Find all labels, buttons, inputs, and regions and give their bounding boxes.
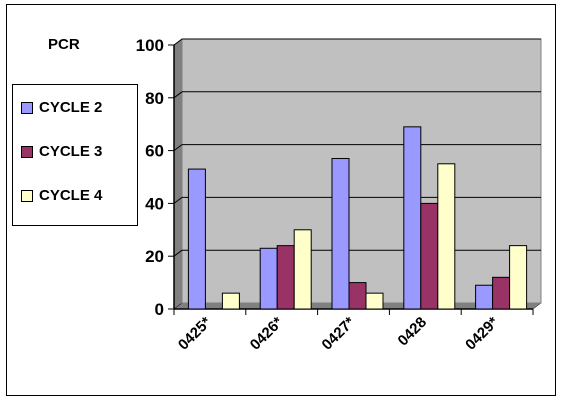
bar-cycle-2-0427 <box>331 158 350 310</box>
gridline-side-y-80 <box>173 91 183 99</box>
gridline-side-y-60 <box>173 144 183 152</box>
tick-label-x-0425: 0425* <box>175 314 215 354</box>
bar-cycle-2-0429 <box>475 284 494 310</box>
tick-label-y-40: 40 <box>145 194 164 213</box>
tick-label-y-100: 100 <box>136 36 164 55</box>
tick-label-x-0429: 0429* <box>462 314 502 354</box>
bar-cycle-3-0429 <box>492 276 511 310</box>
bar-cycle-2-0426 <box>259 247 278 310</box>
gridline-side-y-20 <box>173 249 183 257</box>
legend: CYCLE 2 CYCLE 3 CYCLE 4 <box>12 84 138 226</box>
gridline-side-y-100 <box>173 38 183 46</box>
tick-label-x-0427: 0427* <box>319 314 359 354</box>
legend-label-cycle-3: CYCLE 3 <box>39 143 103 160</box>
gridline-side-y-40 <box>173 196 183 204</box>
tick-label-y-80: 80 <box>145 89 164 108</box>
legend-label-cycle-2: CYCLE 2 <box>39 99 103 116</box>
bar-cycle-2-0428 <box>403 126 422 310</box>
chart-title: PCR <box>48 36 80 53</box>
tick-label-x-0428: 0428 <box>395 314 431 350</box>
tick-label-y-20: 20 <box>145 247 164 266</box>
bar-cycle-4-0427 <box>365 292 384 310</box>
tick-label-y-60: 60 <box>145 142 164 161</box>
plot-side-wall <box>173 38 183 310</box>
bar-cycle-2-0425 <box>187 168 206 310</box>
tick-label-y-0: 0 <box>155 300 164 319</box>
bar-cycle-3-0426 <box>276 245 295 310</box>
bar-cycle-3-0428 <box>420 202 439 310</box>
bar-cycle-3-0427 <box>348 282 367 310</box>
legend-swatch-cycle-2 <box>21 102 33 114</box>
bar-cycle-4-0426 <box>293 229 312 310</box>
legend-swatch-cycle-3 <box>21 146 33 158</box>
bar-cycle-4-0425 <box>221 292 240 310</box>
plot-area <box>181 38 542 304</box>
tick-label-x-0426: 0426* <box>247 314 287 354</box>
legend-label-cycle-4: CYCLE 4 <box>39 187 103 204</box>
bar-cycle-4-0429 <box>509 245 528 310</box>
bar-cycle-4-0428 <box>437 163 456 310</box>
legend-swatch-cycle-4 <box>21 190 33 202</box>
